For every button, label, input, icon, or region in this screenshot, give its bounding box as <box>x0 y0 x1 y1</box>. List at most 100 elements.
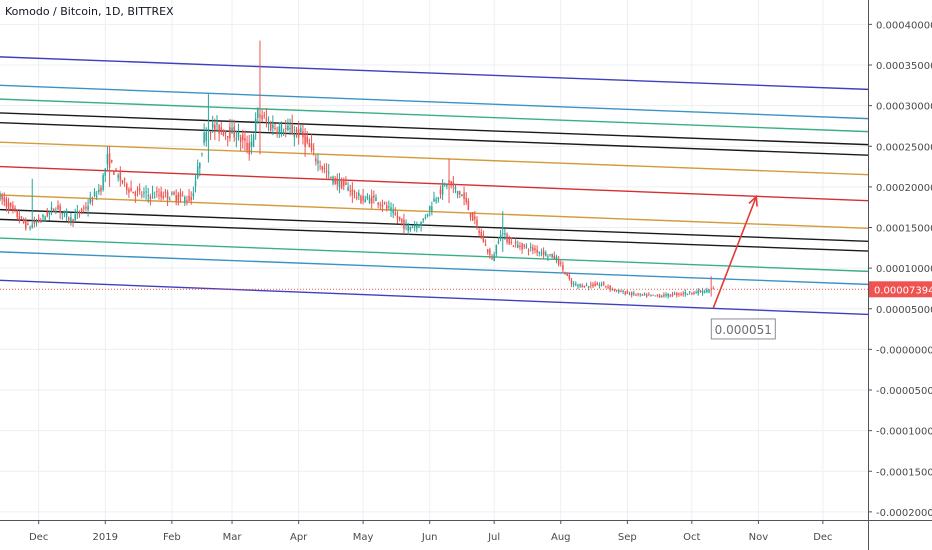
candle-body <box>673 293 676 295</box>
candle <box>68 216 70 224</box>
candle <box>46 207 49 218</box>
candle-body <box>456 190 459 195</box>
candlesticks <box>0 40 715 299</box>
candle <box>278 122 281 138</box>
candle-body <box>628 293 631 295</box>
candle-body <box>57 205 59 210</box>
candle-body <box>484 244 487 246</box>
candle <box>390 202 392 217</box>
candle-body <box>581 285 583 288</box>
candle <box>592 281 594 289</box>
candle <box>50 201 53 216</box>
projection-arrow-head <box>748 194 758 207</box>
candle-body <box>160 191 162 198</box>
candle <box>398 216 401 222</box>
candle-body <box>486 249 489 253</box>
x-tick-label: Nov <box>749 532 769 543</box>
candle <box>486 248 489 255</box>
candle <box>285 120 287 138</box>
candle <box>523 243 525 249</box>
candle-body <box>598 284 601 286</box>
candle <box>673 291 676 296</box>
candle-body <box>70 217 72 222</box>
candle <box>274 123 276 131</box>
x-tick-label: Oct <box>683 532 700 543</box>
candle <box>656 294 659 298</box>
candle <box>22 217 25 224</box>
channel-line <box>0 141 869 176</box>
candle <box>246 135 248 154</box>
candle <box>153 191 156 199</box>
candle <box>52 208 55 213</box>
candle-body <box>375 197 377 202</box>
candle <box>203 123 205 146</box>
candle <box>108 146 111 187</box>
candle-body <box>278 126 281 134</box>
candle <box>609 285 611 292</box>
candle <box>338 172 341 194</box>
candle <box>628 291 631 296</box>
candle <box>87 199 89 217</box>
candle <box>138 183 141 195</box>
candle <box>244 130 246 151</box>
chart-title: Komodo / Bitcoin, 1D, BITTREX <box>5 5 174 18</box>
candle-body <box>22 220 25 223</box>
candle-body <box>282 133 285 135</box>
candle-body <box>392 209 394 214</box>
candle <box>76 204 79 219</box>
candle <box>570 278 573 287</box>
candle-body <box>551 253 553 258</box>
candle-body <box>50 207 53 210</box>
candle-body <box>411 227 414 229</box>
candle <box>231 119 233 134</box>
candle <box>327 164 330 179</box>
candle <box>1 192 3 205</box>
candle <box>517 240 519 249</box>
candle <box>113 170 115 176</box>
candle <box>287 118 289 132</box>
candle-body <box>618 289 620 293</box>
candle <box>25 217 27 231</box>
candle <box>126 182 128 195</box>
candle-body <box>192 193 195 197</box>
candle-body <box>684 292 687 295</box>
candle-body <box>497 241 500 244</box>
channel-line <box>0 208 869 243</box>
candle <box>83 205 85 213</box>
candle-body <box>630 292 633 296</box>
candle <box>499 229 502 242</box>
candle-body <box>224 132 227 134</box>
candle-body <box>403 219 405 229</box>
candle <box>0 191 1 202</box>
candle <box>549 253 551 257</box>
candle-body <box>641 294 644 296</box>
candle-body <box>110 159 113 163</box>
candle <box>474 211 476 225</box>
candle-body <box>418 226 420 228</box>
candle-body <box>605 285 607 287</box>
candle-body <box>117 175 119 178</box>
candle <box>405 219 407 231</box>
candle-body <box>542 250 545 256</box>
candle-body <box>420 222 422 226</box>
candle-body <box>667 293 669 297</box>
y-tick-label: -0.00005000 <box>876 386 932 397</box>
candle-body <box>14 207 16 211</box>
candle-body <box>123 178 126 180</box>
candle-body <box>566 273 568 276</box>
candle-body <box>312 148 315 150</box>
candle-body <box>199 163 201 169</box>
candle <box>431 201 433 216</box>
candle <box>521 242 523 254</box>
candle-body <box>676 293 678 296</box>
y-tick-label: 0.00030000 <box>876 102 932 113</box>
candle-body <box>68 217 70 220</box>
candle <box>218 124 220 142</box>
candle-body <box>106 153 109 165</box>
candle-body <box>549 254 551 256</box>
candle-body <box>269 122 272 131</box>
candle-body <box>600 284 603 286</box>
candle-body <box>1 195 3 200</box>
candle-body <box>156 191 158 193</box>
candle <box>654 295 657 297</box>
